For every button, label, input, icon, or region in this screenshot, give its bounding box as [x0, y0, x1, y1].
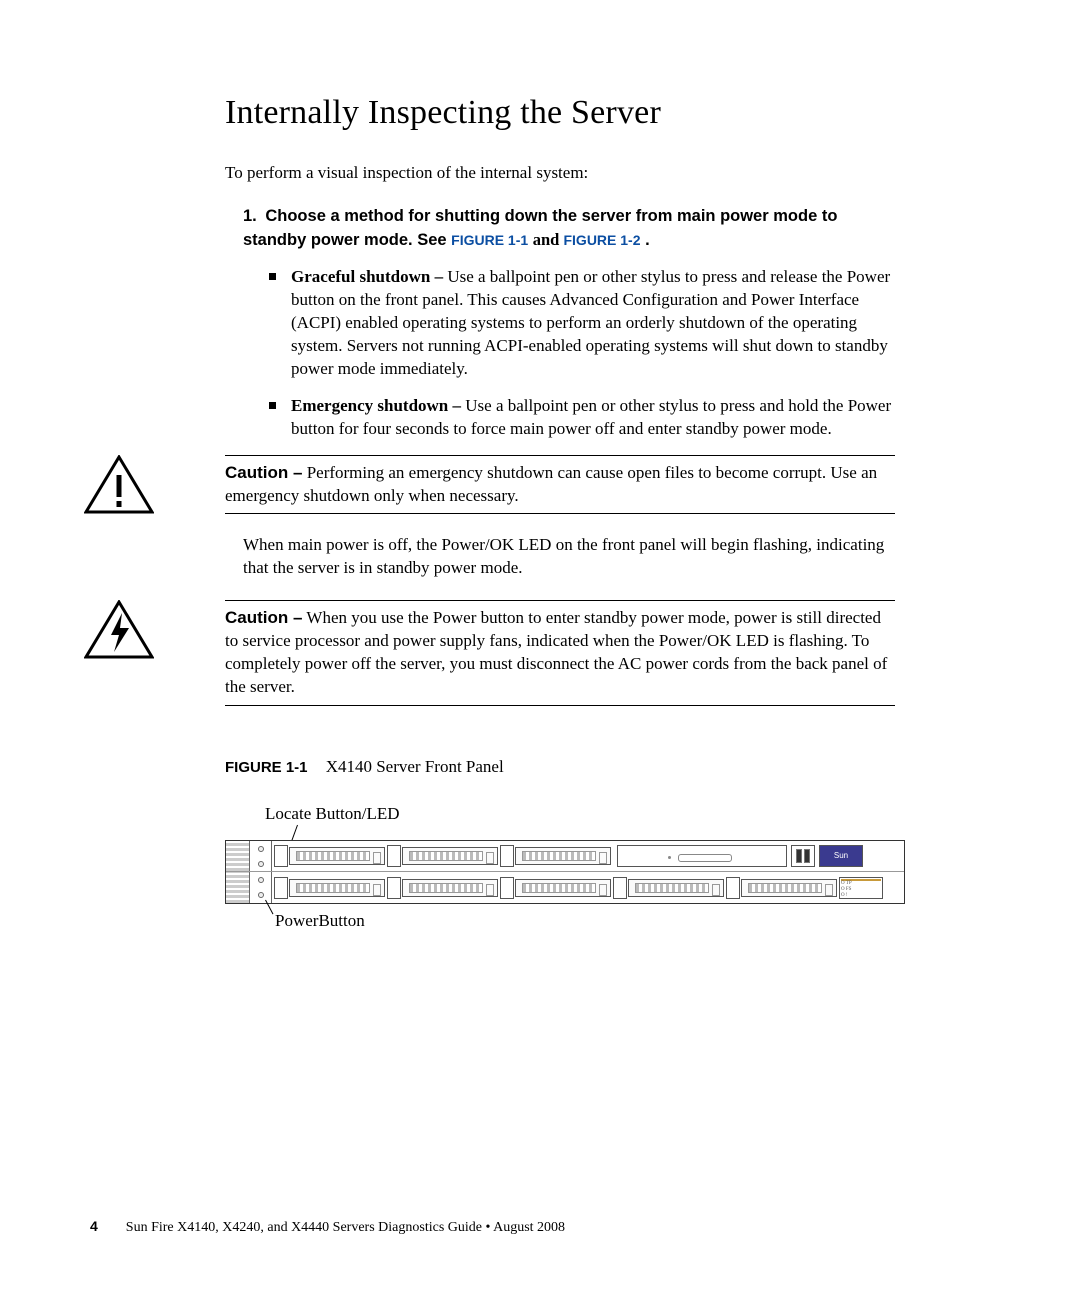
figure-ref-1-2[interactable]: FIGURE 1-2 [563, 232, 640, 248]
callout-locate-led: Locate Button/LED [265, 803, 895, 826]
standby-note: When main power is off, the Power/OK LED… [243, 534, 895, 580]
callout-power-button: PowerButton [275, 910, 895, 933]
server-row-bottom: O TP O FS O ! [226, 872, 904, 903]
figure-ref-1-1[interactable]: FIGURE 1-1 [451, 232, 528, 248]
step-number: 1. [243, 207, 257, 225]
step-conj: and [533, 230, 564, 249]
page-number: 4 [90, 1217, 98, 1236]
doc-title-footer: Sun Fire X4140, X4240, and X4440 Servers… [126, 1219, 565, 1238]
drive-bay [500, 877, 611, 899]
caution-text: Caution – When you use the Power button … [225, 607, 895, 699]
figure-caption-title: X4140 Server Front Panel [326, 757, 504, 776]
dvd-drive [617, 845, 787, 867]
status-led-column [226, 872, 250, 903]
drive-bay [500, 845, 611, 867]
callout-text: Locate Button/LED [265, 804, 400, 823]
drive-bay [387, 877, 498, 899]
drive-bay [726, 877, 837, 899]
tag-alert: O ! [841, 893, 881, 899]
drive-bay [387, 845, 498, 867]
rule [225, 513, 895, 514]
bullet-emergency: Emergency shutdown – Use a ballpoint pen… [269, 395, 895, 441]
caution-icon [84, 455, 154, 515]
rule [225, 455, 895, 456]
page-footer: 4 Sun Fire X4140, X4240, and X4440 Serve… [90, 1217, 565, 1238]
caution-body: Performing an emergency shutdown can cau… [225, 463, 877, 505]
step-1: 1. Choose a method for shutting down the… [243, 205, 895, 252]
caution-text: Caution – Performing an emergency shutdo… [225, 462, 895, 508]
caution-block-2: Caution – When you use the Power button … [225, 600, 895, 706]
status-led-column [226, 841, 250, 872]
drive-bay [613, 877, 724, 899]
caution-block-1: Caution – Performing an emergency shutdo… [225, 455, 895, 515]
electrical-caution-icon [84, 600, 154, 660]
button-column [250, 841, 272, 872]
bullet-lead: Emergency shutdown – [291, 396, 461, 415]
sun-logo: Sun [819, 845, 863, 867]
usb-ports [791, 845, 815, 867]
step-period: . [645, 231, 650, 249]
figure-label: FIGURE 1-1 X4140 Server Front Panel [225, 756, 895, 779]
drive-bay [274, 877, 385, 899]
bullet-graceful: Graceful shutdown – Use a ballpoint pen … [269, 266, 895, 381]
page-title: Internally Inspecting the Server [225, 90, 895, 136]
drive-bay [274, 845, 385, 867]
caution-lead: Caution – [225, 608, 302, 627]
intro-text: To perform a visual inspection of the in… [225, 162, 895, 185]
bullet-lead: Graceful shutdown – [291, 267, 443, 286]
rule [225, 705, 895, 706]
caution-lead: Caution – [225, 463, 302, 482]
caution-body: When you use the Power button to enter s… [225, 608, 887, 696]
server-row-top: Sun [226, 841, 904, 873]
figure-caption-tag: FIGURE 1-1 [225, 759, 308, 776]
callout-text: PowerButton [275, 911, 365, 930]
indicator-tags: O TP O FS O ! [839, 877, 883, 899]
button-column [250, 872, 272, 903]
rule [225, 600, 895, 601]
server-front-panel-diagram: Sun O TP O FS O ! [225, 840, 905, 904]
